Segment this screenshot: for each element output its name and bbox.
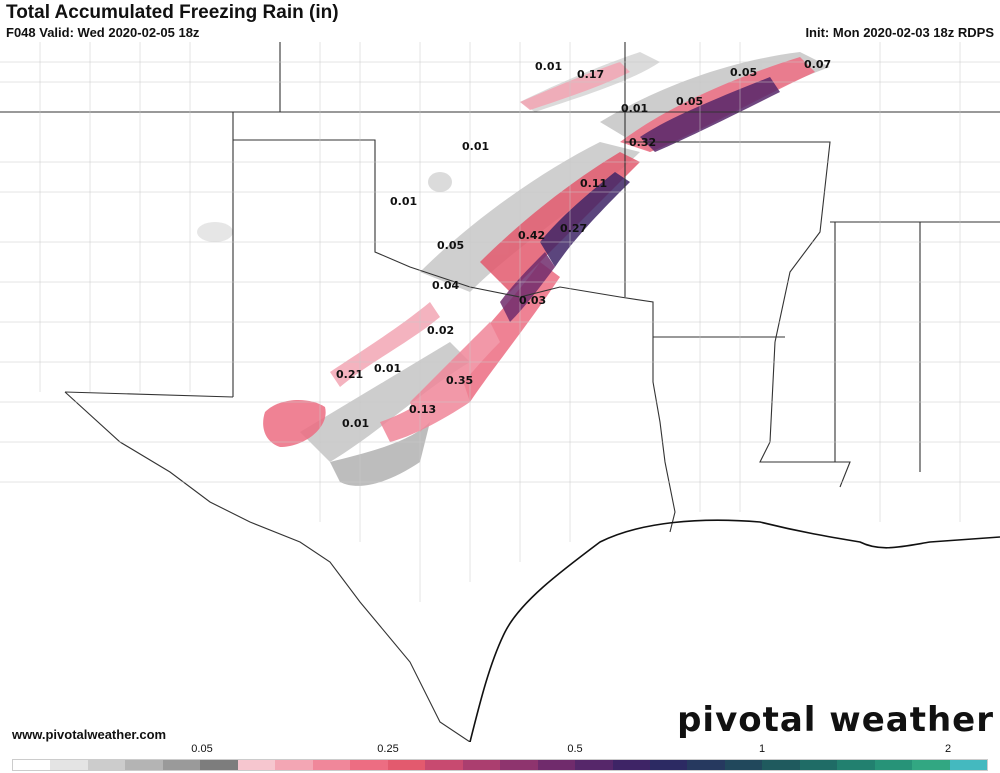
- legend-swatch: [874, 760, 913, 770]
- freezing-rain-map[interactable]: 0.01 0.17 0.05 0.07 0.01 0.05 0.01 0.32 …: [0, 42, 1000, 742]
- map-label: 0.21: [336, 368, 364, 381]
- legend-swatch: [912, 760, 950, 770]
- legend-swatch: [462, 760, 501, 770]
- legend-swatch: [537, 760, 576, 770]
- map-label: 0.11: [580, 177, 608, 190]
- map-label: 0.01: [535, 60, 563, 73]
- map-label: 0.03: [519, 294, 547, 307]
- legend-tick: 2: [944, 743, 952, 755]
- map-label: 0.02: [427, 324, 455, 337]
- map-label: 0.05: [730, 66, 758, 79]
- legend-ticks: 0.05 0.25 0.5 1 2: [12, 741, 988, 755]
- legend-swatch: [425, 760, 463, 770]
- legend-swatch: [162, 760, 201, 770]
- map-label: 0.05: [676, 95, 704, 108]
- legend-swatch: [312, 760, 351, 770]
- legend-tick: 0.05: [191, 743, 213, 755]
- color-legend: 0.05 0.25 0.5 1 2: [12, 741, 988, 773]
- legend-swatch: [799, 760, 838, 770]
- map-label: 0.42: [518, 229, 546, 242]
- legend-swatch: [50, 760, 88, 770]
- legend-swatch: [762, 760, 800, 770]
- legend-swatch: [200, 760, 238, 770]
- legend-swatch: [837, 760, 875, 770]
- map-label: 0.01: [621, 102, 649, 115]
- brand-logo: pivotal weather: [677, 700, 994, 740]
- valid-time: F048 Valid: Wed 2020-02-05 18z: [6, 25, 200, 40]
- legend-swatch: [724, 760, 763, 770]
- legend-swatch: [612, 760, 650, 770]
- state-borders: [0, 42, 1000, 742]
- map-label: 0.27: [560, 222, 588, 235]
- map-label: 0.01: [462, 140, 490, 153]
- map-header: Total Accumulated Freezing Rain (in) F04…: [0, 0, 1000, 42]
- legend-swatch: [500, 760, 538, 770]
- legend-swatch: [275, 760, 313, 770]
- map-label: 0.05: [437, 239, 465, 252]
- map-label: 0.01: [390, 195, 418, 208]
- map-label: 0.07: [804, 58, 832, 71]
- legend-color-bar: [12, 759, 988, 771]
- map-label: 0.01: [374, 362, 402, 375]
- map-title: Total Accumulated Freezing Rain (in): [6, 2, 339, 23]
- coastline: [469, 519, 1000, 742]
- map-label: 0.35: [446, 374, 474, 387]
- legend-tick: 1: [758, 743, 766, 755]
- legend-swatch: [649, 760, 688, 770]
- map-label: 0.01: [342, 417, 370, 430]
- map-label: 0.13: [409, 403, 437, 416]
- legend-swatch: [350, 760, 388, 770]
- map-label: 0.04: [432, 279, 460, 292]
- init-time: Init: Mon 2020-02-03 18z RDPS: [805, 25, 994, 40]
- map-label: 0.32: [629, 136, 657, 149]
- county-lines: [0, 42, 1000, 602]
- legend-swatch: [237, 760, 276, 770]
- legend-tick: 0.25: [377, 743, 399, 755]
- legend-swatch: [125, 760, 163, 770]
- precip-heavy-shading: [500, 77, 780, 322]
- basemap: [0, 42, 1000, 742]
- legend-swatch: [575, 760, 613, 770]
- legend-swatch: [687, 760, 725, 770]
- website-url[interactable]: www.pivotalweather.com: [12, 727, 167, 742]
- legend-tick: 0.5: [567, 743, 583, 755]
- legend-swatch: [387, 760, 426, 770]
- map-label: 0.17: [577, 68, 605, 81]
- legend-swatch: [87, 760, 126, 770]
- legend-swatch: [949, 760, 988, 770]
- legend-swatch: [13, 760, 51, 770]
